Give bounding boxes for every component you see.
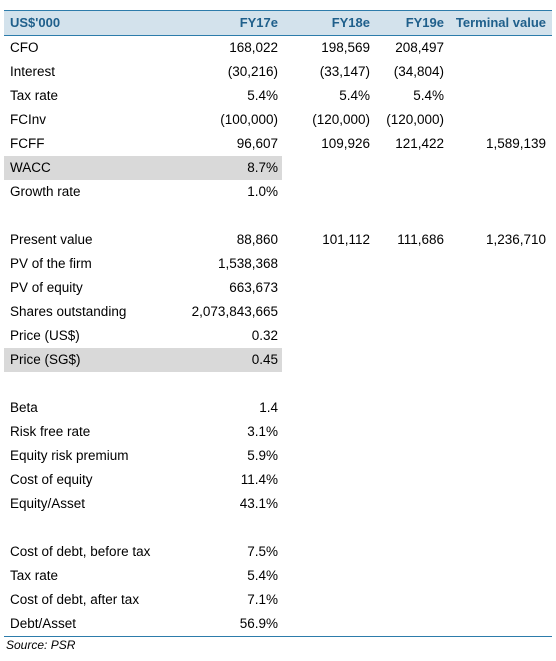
table-row bbox=[4, 204, 552, 228]
row-label: PV of equity bbox=[10, 280, 83, 295]
row-value: 11.4% bbox=[240, 472, 278, 487]
row-value: (100,000) bbox=[220, 112, 278, 127]
row-value: 1,236,710 bbox=[485, 232, 546, 247]
row-value: 96,607 bbox=[236, 136, 278, 151]
table-row bbox=[4, 372, 552, 396]
row-value: 5.4% bbox=[247, 88, 278, 103]
table-row: Growth rate 1.0% bbox=[4, 180, 552, 204]
table-row: Price (US$) 0.32 bbox=[4, 324, 552, 348]
row-value: 109,926 bbox=[321, 136, 370, 151]
row-value: 88,860 bbox=[236, 232, 278, 247]
row-label: Growth rate bbox=[10, 184, 81, 199]
row-value: (30,216) bbox=[227, 64, 278, 79]
source-note: Source: PSR bbox=[6, 638, 76, 652]
table-row bbox=[4, 516, 552, 540]
row-value: 7.5% bbox=[247, 544, 278, 559]
table-header: US$'000 FY17e FY18e FY19e Terminal value bbox=[4, 10, 552, 36]
dcf-valuation-table: US$'000 FY17e FY18e FY19e Terminal value… bbox=[4, 10, 552, 637]
row-value: 0.45 bbox=[251, 352, 278, 367]
row-label: Price (SG$) bbox=[10, 352, 81, 367]
row-highlight bbox=[4, 348, 282, 372]
row-value: (120,000) bbox=[386, 112, 444, 127]
table-row: Interest (30,216) (33,147) (34,804) bbox=[4, 60, 552, 84]
row-value: (34,804) bbox=[393, 64, 444, 79]
row-value: 2,073,843,665 bbox=[191, 304, 278, 319]
table-row: Cost of equity 11.4% bbox=[4, 468, 552, 492]
col-header-fy17e: FY17e bbox=[239, 15, 278, 30]
row-value: 111,686 bbox=[397, 232, 444, 247]
row-label: Interest bbox=[10, 64, 56, 79]
row-label: FCInv bbox=[10, 112, 47, 127]
row-label: Risk free rate bbox=[10, 424, 91, 439]
row-value: 43.1% bbox=[239, 496, 278, 511]
col-header-terminal-value: Terminal value bbox=[455, 15, 546, 30]
row-value: 5.9% bbox=[247, 448, 278, 463]
row-value: 208,497 bbox=[395, 40, 444, 55]
table-row: Tax rate 5.4% bbox=[4, 564, 552, 588]
row-label: Shares outstanding bbox=[10, 304, 127, 319]
row-value: 56.9% bbox=[239, 616, 278, 631]
table-row: PV of the firm 1,538,368 bbox=[4, 252, 552, 276]
row-value: 1.4 bbox=[259, 400, 278, 415]
row-value: 7.1% bbox=[247, 592, 278, 607]
table-row: Shares outstanding 2,073,843,665 bbox=[4, 300, 552, 324]
table-row: Cost of debt, after tax 7.1% bbox=[4, 588, 552, 612]
row-value: 8.7% bbox=[247, 160, 278, 175]
row-label: Equity risk premium bbox=[10, 448, 129, 463]
row-label: Tax rate bbox=[10, 88, 59, 103]
row-value: 121,422 bbox=[395, 136, 444, 151]
row-value: 101,112 bbox=[322, 232, 370, 247]
table-row: Equity/Asset 43.1% bbox=[4, 492, 552, 516]
row-value: 1,538,368 bbox=[217, 256, 278, 271]
table-row: Equity risk premium 5.9% bbox=[4, 444, 552, 468]
row-value: 3.1% bbox=[247, 424, 278, 439]
row-value: (33,147) bbox=[319, 64, 370, 79]
row-value: 5.4% bbox=[247, 568, 278, 583]
currency-label: US$'000 bbox=[10, 15, 61, 30]
table-body: CFO 168,022 198,569 208,497 Interest (30,216)… bbox=[4, 36, 552, 636]
row-label: Cost of debt, before tax bbox=[10, 544, 151, 559]
row-value: 1,589,139 bbox=[485, 136, 546, 151]
row-value: 198,569 bbox=[321, 40, 370, 55]
table-row: Present value 88,860 101,112 111,686 1,236,7… bbox=[4, 228, 552, 252]
table-row: FCFF 96,607 109,926 121,422 1,589,139 bbox=[4, 132, 552, 156]
bottom-rule bbox=[4, 636, 552, 637]
row-label: Cost of debt, after tax bbox=[10, 592, 140, 607]
row-highlight bbox=[4, 156, 282, 180]
row-value: 1.0% bbox=[247, 184, 278, 199]
table-row: Risk free rate 3.1% bbox=[4, 420, 552, 444]
row-label: Cost of equity bbox=[10, 472, 93, 487]
table-row: FCInv (100,000) (120,000) (120,000) bbox=[4, 108, 552, 132]
table-row: WACC 8.7% bbox=[4, 156, 552, 180]
row-label: Price (US$) bbox=[10, 328, 80, 343]
table-row: PV of equity 663,673 bbox=[4, 276, 552, 300]
table-row: Debt/Asset 56.9% bbox=[4, 612, 552, 636]
row-label: Beta bbox=[10, 400, 38, 415]
row-value: (120,000) bbox=[312, 112, 370, 127]
row-label: WACC bbox=[10, 160, 51, 175]
col-header-fy18e: FY18e bbox=[331, 15, 370, 30]
table-row: Price (SG$) 0.45 bbox=[4, 348, 552, 372]
table-row: Tax rate 5.4% 5.4% 5.4% bbox=[4, 84, 552, 108]
row-value: 663,673 bbox=[229, 280, 278, 295]
row-label: Debt/Asset bbox=[10, 616, 77, 631]
row-label: Equity/Asset bbox=[10, 496, 86, 511]
table-row: Cost of debt, before tax 7.5% bbox=[4, 540, 552, 564]
table-row: CFO 168,022 198,569 208,497 bbox=[4, 36, 552, 60]
row-label: CFO bbox=[10, 40, 39, 55]
row-label: PV of the firm bbox=[10, 256, 92, 271]
row-value: 5.4% bbox=[339, 88, 370, 103]
row-value: 168,022 bbox=[229, 40, 278, 55]
row-value: 5.4% bbox=[413, 88, 444, 103]
row-label: FCFF bbox=[10, 136, 45, 151]
row-value: 0.32 bbox=[251, 328, 278, 343]
col-header-fy19e: FY19e bbox=[405, 15, 444, 30]
table-row: Beta 1.4 bbox=[4, 396, 552, 420]
row-label: Present value bbox=[10, 232, 93, 247]
row-label: Tax rate bbox=[10, 568, 59, 583]
